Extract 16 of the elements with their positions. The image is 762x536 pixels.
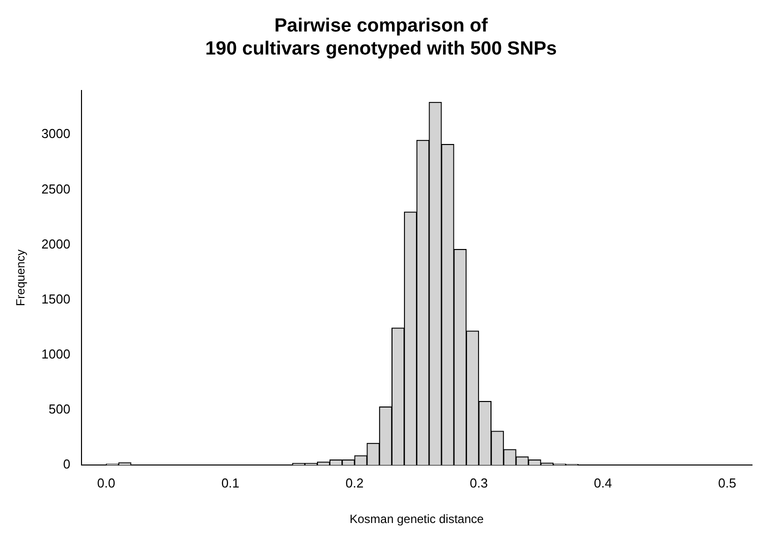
x-tick-label: 0.2 (346, 475, 364, 490)
y-tick-label: 2500 (41, 181, 70, 196)
x-tick-label: 0.3 (470, 475, 488, 490)
x-axis-title: Kosman genetic distance (350, 512, 484, 526)
y-tick-label: 500 (48, 402, 70, 417)
x-tick-label: 0.0 (97, 475, 116, 490)
y-axis-title: Frequency (14, 249, 28, 306)
y-tick-label: 1500 (41, 291, 70, 306)
x-tick-label: 0.5 (718, 475, 736, 490)
x-tick-label: 0.1 (221, 475, 240, 490)
chart-title: Pairwise comparison of 190 cultivars genotyped with 500 SNPs (205, 16, 557, 60)
y-tick-label: 3000 (41, 126, 70, 142)
x-tick-label: 0.4 (594, 475, 612, 490)
y-tick-label: 2000 (41, 236, 70, 252)
y-tick-label: 1000 (41, 346, 70, 362)
y-tick-label: 0 (63, 456, 70, 472)
